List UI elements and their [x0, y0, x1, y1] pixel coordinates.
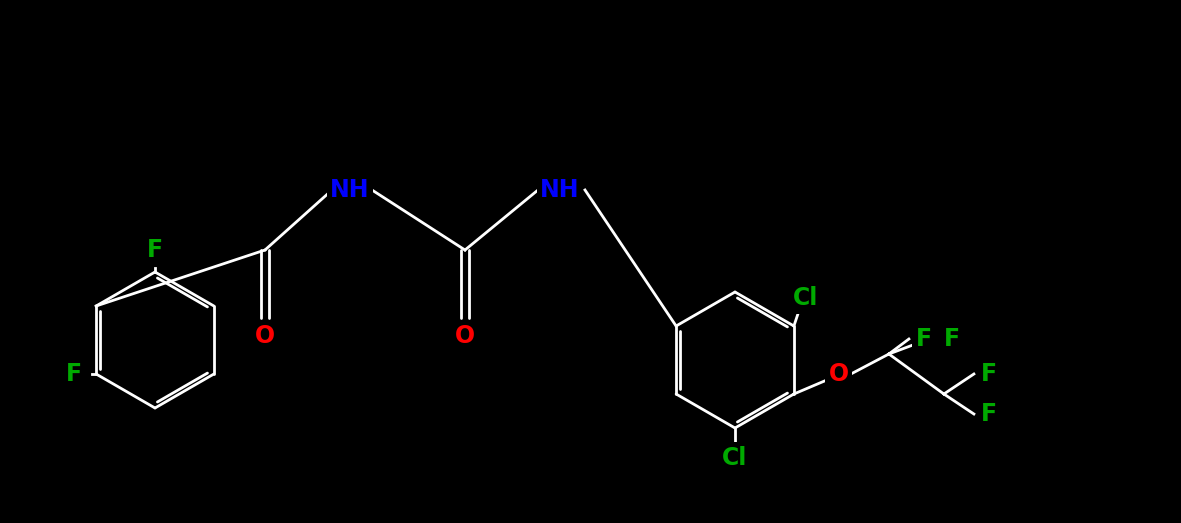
Text: F: F: [981, 362, 997, 386]
Text: NH: NH: [540, 178, 580, 202]
Text: Cl: Cl: [794, 286, 818, 310]
Text: O: O: [255, 324, 275, 348]
Text: F: F: [915, 327, 932, 351]
Text: F: F: [66, 362, 83, 386]
Text: NH: NH: [331, 178, 370, 202]
Text: O: O: [829, 362, 849, 386]
Text: Cl: Cl: [723, 446, 748, 470]
Text: F: F: [146, 238, 163, 262]
Text: O: O: [455, 324, 475, 348]
Text: F: F: [981, 402, 997, 426]
Text: F: F: [944, 327, 960, 351]
